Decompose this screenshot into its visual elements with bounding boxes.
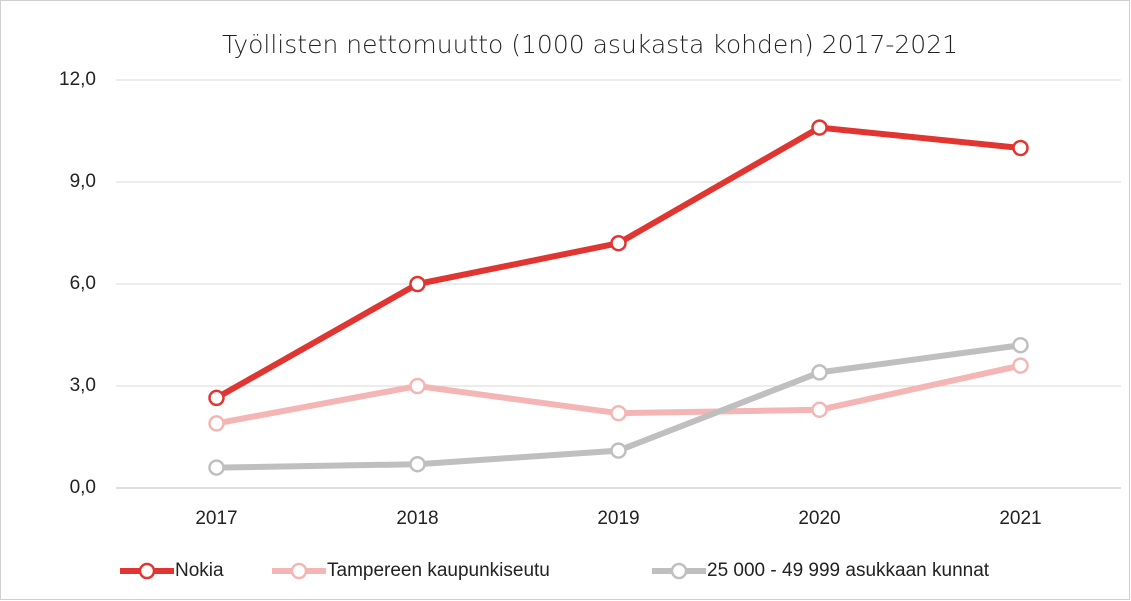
point-marker xyxy=(610,404,627,422)
point-marker xyxy=(208,415,225,432)
x-tick-label: 2021 xyxy=(999,508,1041,529)
point-marker xyxy=(811,119,828,136)
point-marker xyxy=(409,455,426,473)
x-tick-label: 2020 xyxy=(798,508,840,529)
point-marker xyxy=(610,234,627,252)
x-tick-label: 2018 xyxy=(396,508,438,529)
point-marker xyxy=(208,459,225,476)
y-tick-label: 3,0 xyxy=(70,375,96,396)
point-marker xyxy=(1012,336,1029,354)
chart-title: Työllisten nettomuutto (1000 asukasta ko… xyxy=(222,30,958,59)
point-marker xyxy=(610,442,627,459)
legend-label: Tampereen kaupunkiseutu xyxy=(327,560,550,581)
legend-label: 25 000 - 49 999 asukkaan kunnat xyxy=(707,560,990,581)
x-tick-label: 2019 xyxy=(597,508,639,529)
y-tick-label: 12,0 xyxy=(59,69,96,90)
point-marker xyxy=(1012,139,1029,157)
y-tick-label: 9,0 xyxy=(70,171,96,192)
point-marker xyxy=(409,377,426,395)
legend-marker xyxy=(138,562,156,580)
y-tick-label: 6,0 xyxy=(70,273,96,294)
point-marker xyxy=(409,275,426,293)
x-tick-label: 2017 xyxy=(195,508,237,529)
point-marker xyxy=(208,389,225,407)
y-tick-label: 0,0 xyxy=(70,477,96,498)
legend-marker xyxy=(670,562,688,580)
legend-marker xyxy=(290,562,308,580)
point-marker xyxy=(1012,357,1029,374)
point-marker xyxy=(811,364,828,381)
point-marker xyxy=(811,401,828,419)
legend-label: Nokia xyxy=(175,560,224,581)
